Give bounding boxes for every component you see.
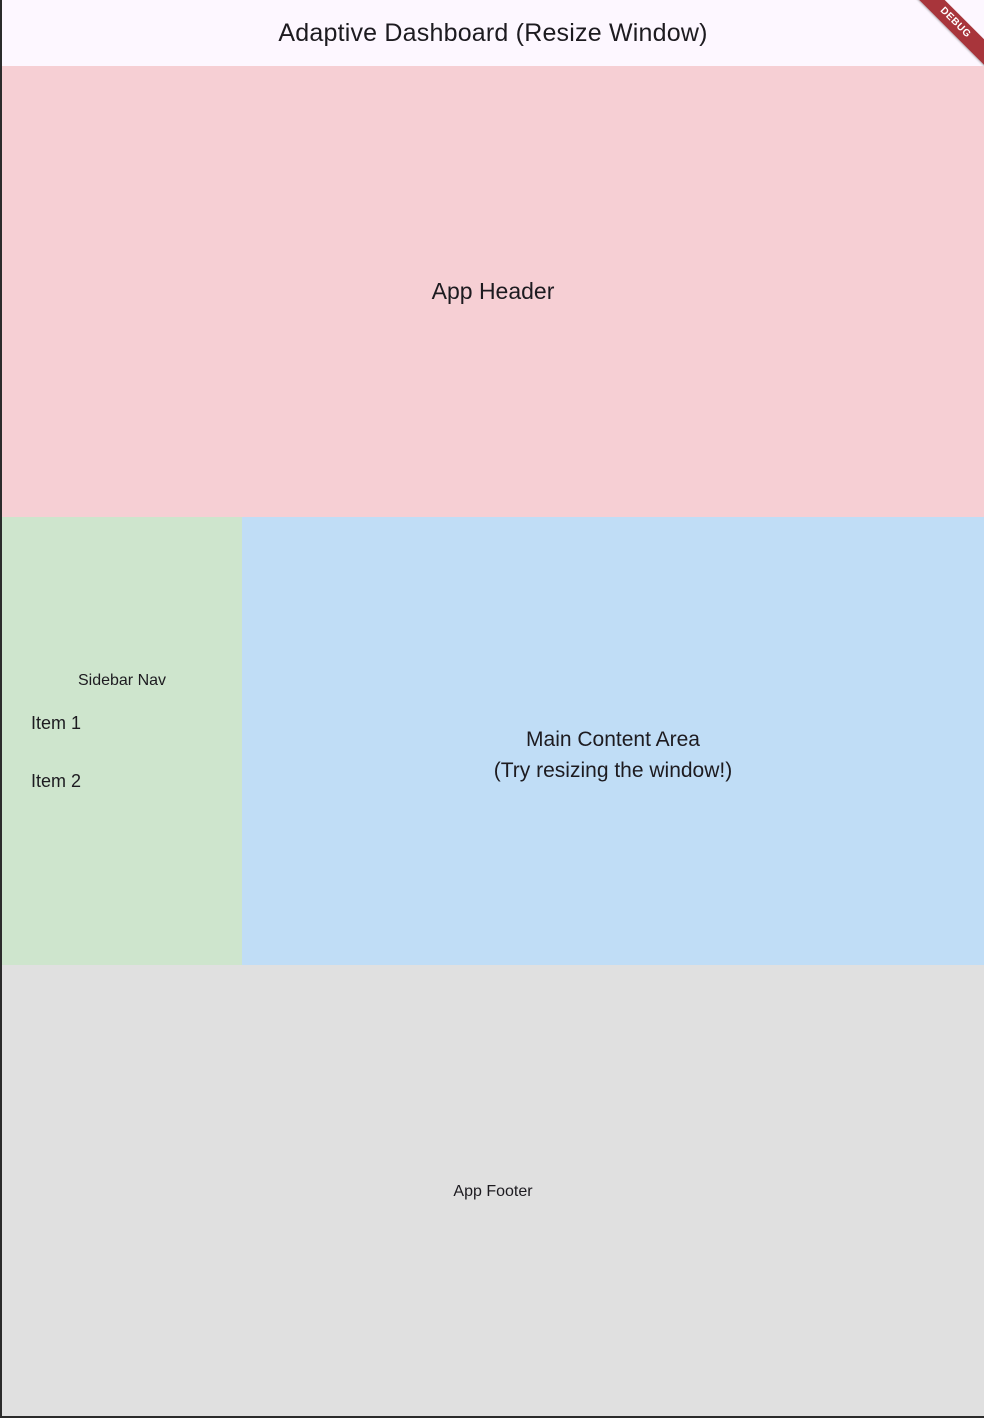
app-bar-title: Adaptive Dashboard (Resize Window)	[278, 18, 708, 47]
sidebar-item-label: Item 1	[31, 713, 82, 733]
main-content-text: Main Content Area (Try resizing the wind…	[494, 724, 732, 786]
sidebar-item-2[interactable]: Item 2	[2, 752, 242, 810]
main-content-hint: (Try resizing the window!)	[493, 758, 733, 782]
main-content-title: Main Content Area	[526, 727, 700, 751]
app-footer-label: App Footer	[453, 1182, 533, 1200]
sidebar-nav: Sidebar Nav Item 1 Item 2	[2, 517, 242, 965]
sidebar-item-list: Item 1 Item 2	[2, 694, 242, 810]
app-bar: Adaptive Dashboard (Resize Window)	[2, 0, 984, 66]
main-content-area: Main Content Area (Try resizing the wind…	[242, 517, 984, 965]
app-header-panel: App Header	[2, 66, 984, 517]
sidebar-item-1[interactable]: Item 1	[2, 694, 242, 752]
sidebar-item-label: Item 2	[31, 771, 82, 791]
sidebar-title: Sidebar Nav	[77, 672, 167, 689]
app-footer-panel: App Footer	[2, 965, 984, 1416]
app-header-label: App Header	[431, 278, 555, 304]
